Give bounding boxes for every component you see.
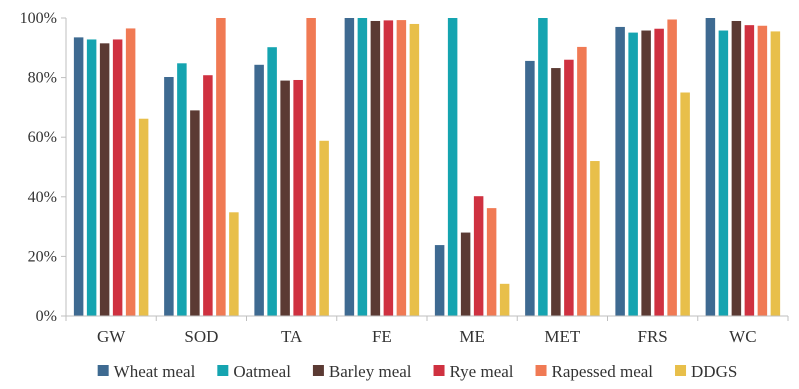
bar-rye-meal-frs bbox=[654, 28, 664, 316]
bar-wheat-meal-ta bbox=[254, 64, 264, 316]
bar-wheat-meal-sod bbox=[164, 77, 174, 316]
x-tick-label: GW bbox=[97, 327, 126, 346]
legend-swatch bbox=[312, 365, 324, 376]
y-tick-label: 0% bbox=[36, 308, 57, 325]
bar-wheat-meal-me bbox=[434, 245, 445, 316]
y-tick-label: 60% bbox=[28, 129, 57, 146]
bar-barley-meal-sod bbox=[190, 110, 200, 316]
y-tick-label: 100% bbox=[20, 10, 57, 27]
bar-wheat-meal-met bbox=[525, 60, 535, 316]
legend-swatch bbox=[675, 365, 687, 376]
x-tick-label: FE bbox=[372, 327, 392, 346]
bar-barley-meal-wc bbox=[731, 20, 742, 316]
bar-ddgs-me bbox=[499, 283, 510, 316]
bar-oatmeal-wc bbox=[718, 30, 729, 317]
bar-ddgs-met bbox=[590, 161, 600, 316]
bar-rye-meal-me bbox=[473, 196, 484, 316]
legend-label: Wheat meal bbox=[114, 362, 196, 381]
bar-oatmeal-ta bbox=[267, 47, 277, 316]
bar-rapessed-meal-me bbox=[486, 208, 497, 316]
x-tick-label: ME bbox=[459, 327, 485, 346]
bars-layer bbox=[73, 18, 781, 317]
legend-item-wheat-meal: Wheat meal bbox=[97, 362, 196, 381]
y-tick-label: 80% bbox=[28, 70, 57, 87]
bar-oatmeal-met bbox=[538, 18, 548, 316]
bar-rye-meal-met bbox=[564, 59, 574, 316]
x-tick-label: WC bbox=[729, 327, 756, 346]
x-tick-label: TA bbox=[281, 327, 303, 346]
bar-rapessed-meal-wc bbox=[757, 25, 768, 316]
bar-rapessed-meal-met bbox=[577, 46, 587, 316]
legend-item-ddgs: DDGS bbox=[675, 362, 737, 381]
bar-wheat-meal-frs bbox=[615, 26, 625, 316]
bar-rye-meal-wc bbox=[744, 25, 755, 317]
bar-rapessed-meal-fe bbox=[396, 20, 407, 317]
legend-swatch bbox=[97, 365, 109, 376]
axes-layer: 0% 20% 40% 60% 80% 100% GW SOD TA FE ME MET FRS WC bbox=[20, 10, 789, 346]
bar-wheat-meal-gw bbox=[73, 37, 84, 317]
bar-wheat-meal-fe bbox=[344, 18, 355, 316]
bar-ddgs-frs bbox=[680, 92, 690, 316]
legend-item-rye-meal: Rye meal bbox=[433, 362, 514, 381]
bar-barley-meal-met bbox=[551, 68, 561, 316]
legend: Wheat meal Oatmeal Barley meal Rye meal Rape… bbox=[97, 362, 737, 381]
legend-label: Rapessed meal bbox=[552, 362, 654, 381]
y-tick-label: 20% bbox=[28, 248, 57, 265]
bar-oatmeal-frs bbox=[628, 32, 638, 316]
bar-oatmeal-fe bbox=[357, 18, 368, 316]
legend-item-barley-meal: Barley meal bbox=[312, 362, 412, 381]
bar-rapessed-meal-gw bbox=[125, 28, 136, 317]
bar-oatmeal-gw bbox=[86, 39, 97, 317]
bar-barley-meal-me bbox=[460, 232, 471, 316]
bar-ddgs-gw bbox=[138, 118, 149, 316]
bar-ddgs-sod bbox=[229, 212, 239, 316]
bar-barley-meal-ta bbox=[280, 80, 290, 316]
bar-barley-meal-frs bbox=[641, 30, 651, 317]
legend-swatch bbox=[217, 365, 229, 376]
bar-rye-meal-sod bbox=[203, 75, 213, 316]
bar-wheat-meal-wc bbox=[705, 18, 716, 316]
bar-ddgs-ta bbox=[319, 140, 329, 316]
x-tick-label: FRS bbox=[638, 327, 668, 346]
legend-item-rapessed-meal: Rapessed meal bbox=[535, 362, 654, 381]
bar-rye-meal-ta bbox=[293, 79, 303, 316]
legend-item-oatmeal: Oatmeal bbox=[217, 362, 291, 381]
x-tick-label: MET bbox=[544, 327, 581, 346]
bar-oatmeal-sod bbox=[177, 63, 187, 316]
bar-oatmeal-me bbox=[447, 18, 458, 316]
bar-rye-meal-fe bbox=[383, 20, 394, 316]
bar-rapessed-meal-ta bbox=[306, 18, 316, 316]
bar-ddgs-fe bbox=[409, 23, 420, 317]
x-tick-label: SOD bbox=[184, 327, 218, 346]
bar-barley-meal-fe bbox=[370, 20, 381, 316]
bar-barley-meal-gw bbox=[99, 43, 110, 316]
bar-rapessed-meal-frs bbox=[667, 19, 677, 317]
bar-ddgs-wc bbox=[770, 31, 781, 316]
bar-rye-meal-gw bbox=[112, 39, 123, 317]
legend-swatch bbox=[433, 365, 445, 376]
legend-swatch bbox=[535, 365, 547, 376]
bar-rapessed-meal-sod bbox=[216, 18, 226, 316]
legend-label: Oatmeal bbox=[233, 362, 291, 381]
legend-label: Barley meal bbox=[329, 362, 412, 381]
legend-label: DDGS bbox=[691, 362, 737, 381]
y-tick-label: 40% bbox=[28, 189, 57, 206]
legend-label: Rye meal bbox=[450, 362, 514, 381]
